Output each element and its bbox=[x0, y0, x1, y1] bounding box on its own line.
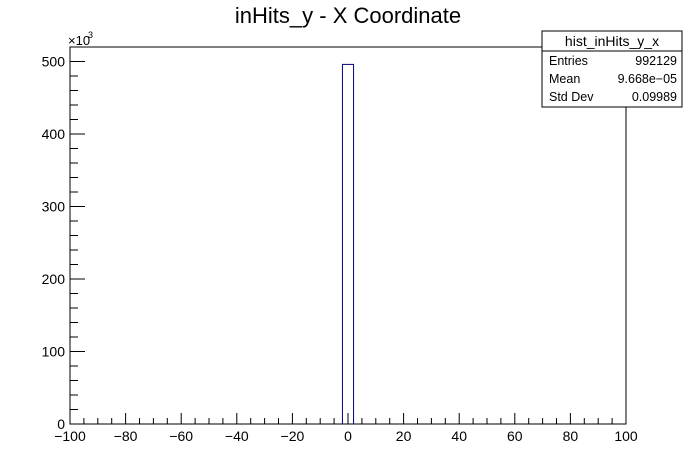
x-tick-label: −60 bbox=[169, 428, 193, 444]
y-tick-label: 300 bbox=[42, 199, 66, 215]
y-tick-label: 100 bbox=[42, 344, 66, 360]
x-tick-label: 100 bbox=[614, 428, 638, 444]
x-tick-label: −100 bbox=[54, 428, 86, 444]
x-tick-label: 0 bbox=[344, 428, 352, 444]
chart-title: inHits_y - X Coordinate bbox=[235, 3, 461, 28]
x-tick-label: 20 bbox=[396, 428, 412, 444]
y-multiplier-base: ×10 bbox=[68, 33, 90, 48]
x-tick-label: 60 bbox=[507, 428, 523, 444]
y-tick-label: 500 bbox=[42, 54, 66, 70]
x-tick-label: −20 bbox=[281, 428, 305, 444]
y-axis: 0 100 200 300 400 500 bbox=[42, 46, 85, 432]
stats-box: hist_inHits_y_x Entries 992129 Mean 9.66… bbox=[541, 30, 683, 108]
stats-box-frame bbox=[541, 30, 683, 108]
stats-label-stddev: Std Dev bbox=[549, 90, 594, 104]
y-multiplier-label: ×10 3 bbox=[68, 30, 93, 48]
x-tick-label: 80 bbox=[563, 428, 579, 444]
x-axis: −100 −80 −60 −40 −20 0 20 40 60 80 100 bbox=[54, 413, 638, 444]
stats-value-stddev: 0.09989 bbox=[632, 90, 677, 104]
stats-label-entries: Entries bbox=[549, 54, 588, 68]
stats-label-mean: Mean bbox=[549, 72, 580, 86]
x-tick-label: −40 bbox=[225, 428, 249, 444]
stats-box-title: hist_inHits_y_x bbox=[565, 33, 659, 49]
y-tick-label: 400 bbox=[42, 126, 66, 142]
x-tick-label: −80 bbox=[114, 428, 138, 444]
y-tick-label: 200 bbox=[42, 271, 66, 287]
stats-value-mean: 9.668e−05 bbox=[618, 72, 677, 86]
y-tick-label: 0 bbox=[57, 416, 65, 432]
y-multiplier-exponent: 3 bbox=[88, 30, 93, 40]
x-tick-label: 40 bbox=[451, 428, 467, 444]
stats-value-entries: 992129 bbox=[635, 54, 677, 68]
